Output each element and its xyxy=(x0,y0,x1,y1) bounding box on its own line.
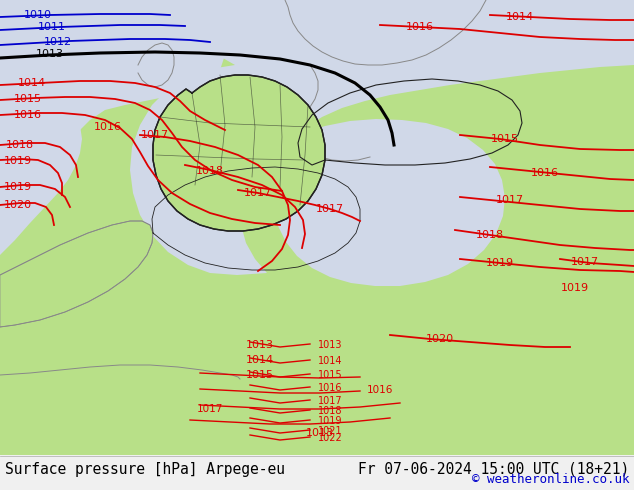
Text: 1015: 1015 xyxy=(246,370,274,380)
Text: 1022: 1022 xyxy=(318,433,342,443)
Text: 1010: 1010 xyxy=(24,10,52,20)
Text: 1011: 1011 xyxy=(38,22,66,32)
Text: 1017: 1017 xyxy=(141,130,169,140)
Text: 1018: 1018 xyxy=(318,406,342,416)
Polygon shape xyxy=(153,75,325,231)
Text: 1013: 1013 xyxy=(306,428,334,438)
Text: 1015: 1015 xyxy=(491,134,519,144)
Text: 1017: 1017 xyxy=(496,195,524,205)
Text: 1018: 1018 xyxy=(6,140,34,150)
Text: 1017: 1017 xyxy=(316,204,344,214)
Text: 1013: 1013 xyxy=(246,340,274,350)
Polygon shape xyxy=(0,0,225,205)
Text: 1019: 1019 xyxy=(486,258,514,268)
Text: 1017: 1017 xyxy=(244,188,272,198)
Text: Surface pressure [hPa] Arpege-eu: Surface pressure [hPa] Arpege-eu xyxy=(5,462,285,477)
Text: 1018: 1018 xyxy=(476,230,504,240)
Text: 1017: 1017 xyxy=(571,257,599,267)
Text: 1020: 1020 xyxy=(426,334,454,344)
Text: 1013: 1013 xyxy=(318,340,342,350)
Polygon shape xyxy=(0,0,634,455)
Text: 1019: 1019 xyxy=(4,182,32,192)
Text: 1013: 1013 xyxy=(36,49,64,59)
Text: 1014: 1014 xyxy=(18,78,46,88)
Text: 1019: 1019 xyxy=(4,156,32,166)
Text: 1020: 1020 xyxy=(4,200,32,210)
Text: 1014: 1014 xyxy=(246,355,274,365)
Text: 1012: 1012 xyxy=(44,37,72,47)
Text: 1016: 1016 xyxy=(14,110,42,120)
Text: Fr 07-06-2024 15:00 UTC (18+21): Fr 07-06-2024 15:00 UTC (18+21) xyxy=(358,461,629,476)
Text: 1015: 1015 xyxy=(14,94,42,104)
Text: 1017: 1017 xyxy=(318,396,342,406)
Text: 1019: 1019 xyxy=(561,283,589,293)
Text: 1016: 1016 xyxy=(318,383,342,393)
Text: 1016: 1016 xyxy=(406,22,434,32)
Text: 1018: 1018 xyxy=(196,166,224,176)
Text: 1015: 1015 xyxy=(318,370,342,380)
Polygon shape xyxy=(0,221,153,327)
Text: 1019: 1019 xyxy=(318,416,342,426)
Text: 1016: 1016 xyxy=(367,385,393,395)
Text: 1016: 1016 xyxy=(94,122,122,132)
Polygon shape xyxy=(0,0,634,286)
Text: 1016: 1016 xyxy=(531,168,559,178)
Polygon shape xyxy=(0,0,82,255)
Text: 1014: 1014 xyxy=(506,12,534,22)
Text: © weatheronline.co.uk: © weatheronline.co.uk xyxy=(472,473,629,486)
Text: 1017: 1017 xyxy=(197,404,223,414)
Text: 1014: 1014 xyxy=(318,356,342,366)
Text: 1021: 1021 xyxy=(318,426,342,436)
